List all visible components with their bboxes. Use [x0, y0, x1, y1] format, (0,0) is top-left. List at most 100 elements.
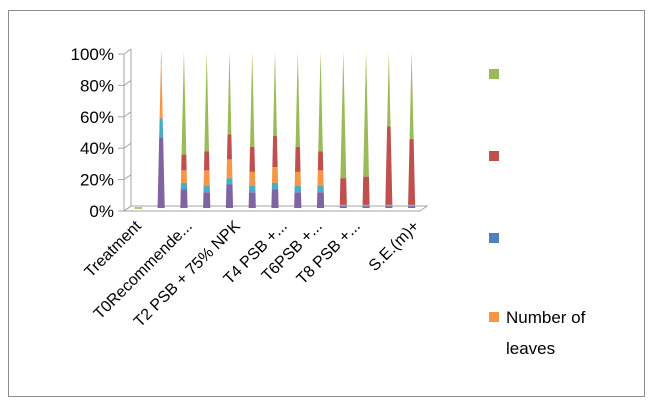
cone-segment — [316, 192, 325, 208]
cone-segment — [317, 170, 324, 187]
cone-segment — [250, 51, 255, 147]
cone-segment — [385, 205, 393, 207]
cone-segment — [157, 137, 165, 208]
cone-segment — [180, 182, 188, 190]
cone-6 — [271, 51, 279, 208]
legend-swatch — [489, 312, 499, 322]
cone-7 — [294, 51, 302, 208]
cone-segment — [362, 204, 370, 206]
cone-segment — [273, 51, 277, 136]
chart-svg: 0% 20% 40% 60% 80% 100% TreatmentT0Recommende… — [71, 45, 586, 358]
cone-segment — [295, 51, 300, 147]
legend-swatch — [489, 233, 499, 243]
legend-swatch — [489, 69, 499, 79]
cone-segment — [318, 51, 323, 152]
cone-segment — [160, 51, 162, 64]
cone-segment — [363, 51, 369, 177]
cone-segment — [271, 167, 279, 183]
legend-item — [489, 233, 499, 243]
cone-segment — [271, 182, 279, 190]
y-tick-label: 80% — [80, 76, 114, 95]
cone-segment — [317, 186, 324, 193]
cone-segment — [203, 170, 210, 187]
cone-segment — [362, 205, 370, 207]
legend-item — [489, 69, 499, 79]
cone-segment — [272, 135, 278, 168]
legend-label: Number of — [506, 308, 586, 327]
y-tick-depth — [123, 79, 132, 86]
cone-segment — [294, 186, 302, 193]
cone-segment — [248, 186, 256, 193]
cone-segment — [339, 204, 347, 206]
cone-segment — [203, 186, 210, 193]
cone-segment — [181, 154, 187, 171]
cone-segment — [159, 63, 163, 119]
cone-12 — [408, 51, 416, 208]
legend-label-line2: leaves — [506, 339, 555, 358]
y-tick-label: 20% — [80, 171, 114, 190]
y-tick-depth — [123, 174, 132, 181]
y-tick-depth — [123, 48, 132, 55]
cone-5 — [248, 51, 256, 208]
y-tick-depth — [123, 111, 132, 118]
cone-segment — [408, 205, 416, 207]
cone-segment — [225, 184, 234, 208]
chart-cones — [134, 51, 416, 209]
cone-segment — [249, 171, 256, 187]
legend-item: Number of leaves — [489, 308, 586, 358]
cone-segment — [294, 171, 301, 187]
cone-segment — [203, 151, 210, 171]
cone-segment — [181, 51, 187, 155]
category-label: S.E.(m)+ — [366, 218, 423, 275]
cone-segment — [317, 151, 324, 171]
cone-segment — [294, 146, 301, 172]
cone-segment — [226, 159, 233, 179]
cone-segment — [408, 206, 416, 208]
y-tick-depth — [123, 205, 132, 212]
chart-frame: 0% 20% 40% 60% 80% 100% Treatment T0Recommende… — [8, 10, 645, 397]
cone-segment — [387, 51, 391, 127]
cone-segment — [409, 51, 414, 139]
cone-segment — [385, 206, 393, 208]
cone-segment — [203, 192, 211, 208]
legend: Number of leaves — [489, 69, 586, 358]
cone-segment — [248, 192, 256, 208]
cone-segment — [339, 206, 347, 208]
cone-1 — [157, 51, 165, 208]
cone-segment — [362, 206, 370, 208]
cone-segment — [340, 51, 347, 179]
cone-segment — [227, 51, 232, 135]
cone-segment — [339, 205, 347, 207]
cone-10 — [362, 51, 370, 208]
cone-9 — [339, 51, 347, 208]
cone-segment — [226, 178, 233, 185]
cone-segment — [408, 138, 416, 205]
y-tick-label: 40% — [80, 139, 114, 158]
legend-item — [489, 151, 499, 161]
cone-segment — [362, 176, 370, 205]
cone-segment — [408, 204, 416, 206]
cone-2 — [180, 51, 188, 208]
cone-segment — [180, 189, 188, 208]
y-tick-depth — [123, 142, 132, 149]
cone-11 — [385, 51, 393, 208]
cone-segment — [385, 204, 393, 206]
cone-segment — [385, 126, 393, 205]
cone-segment — [271, 189, 279, 208]
legend-swatch — [489, 151, 499, 161]
y-tick-label: 60% — [80, 108, 114, 127]
cone-segment — [339, 178, 347, 205]
cone-segment — [180, 170, 187, 183]
y-tick-label: 100% — [71, 45, 114, 64]
cone-4 — [225, 51, 234, 208]
y-tick-label: 0% — [89, 202, 114, 221]
y-ticks: 0% 20% 40% 60% 80% 100% — [71, 45, 132, 221]
cone-segment — [249, 146, 256, 172]
cone-8 — [316, 51, 325, 208]
cone-segment — [204, 51, 209, 152]
cone-segment — [226, 134, 232, 160]
cone-3 — [203, 51, 211, 208]
cone-segment — [159, 118, 164, 138]
cone-segment — [294, 192, 302, 208]
